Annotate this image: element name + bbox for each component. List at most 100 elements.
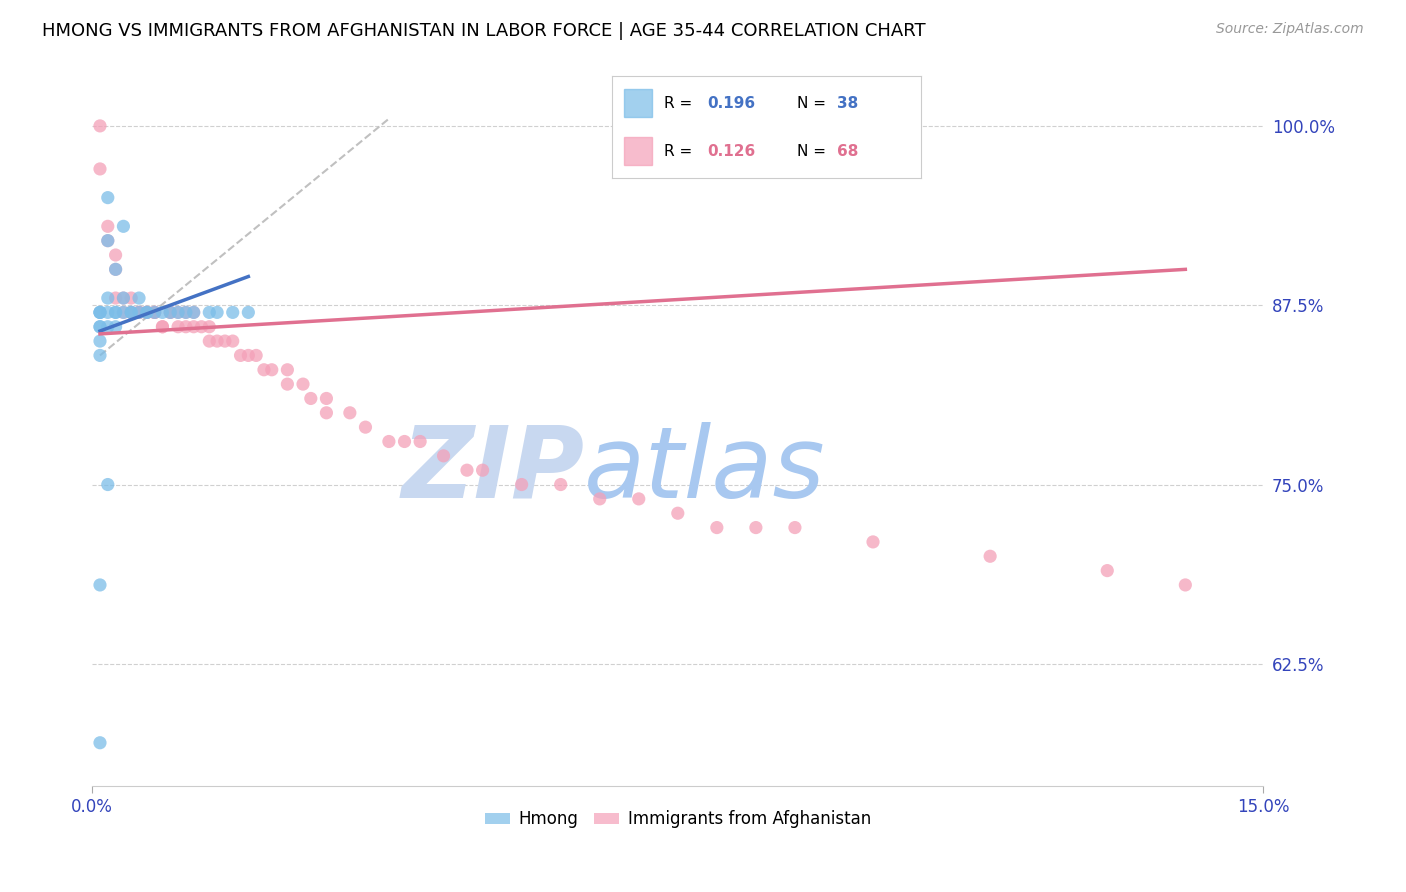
- Text: atlas: atlas: [583, 422, 825, 518]
- Point: [979, 549, 1001, 564]
- Point: [183, 305, 205, 319]
- Point: [97, 234, 120, 248]
- Point: [104, 291, 127, 305]
- Point: [89, 578, 111, 592]
- Text: R =: R =: [664, 95, 697, 111]
- Point: [394, 434, 416, 449]
- Text: HMONG VS IMMIGRANTS FROM AFGHANISTAN IN LABOR FORCE | AGE 35-44 CORRELATION CHAR: HMONG VS IMMIGRANTS FROM AFGHANISTAN IN …: [42, 22, 925, 40]
- Point: [89, 736, 111, 750]
- Point: [135, 305, 157, 319]
- Point: [97, 305, 120, 319]
- Text: ZIP: ZIP: [401, 422, 583, 518]
- Point: [214, 334, 236, 348]
- Point: [292, 377, 315, 392]
- Point: [89, 334, 111, 348]
- Point: [89, 161, 111, 176]
- Point: [378, 434, 401, 449]
- Bar: [624, 137, 652, 165]
- Point: [174, 305, 197, 319]
- Point: [222, 305, 245, 319]
- Point: [432, 449, 454, 463]
- Point: [112, 219, 135, 234]
- Point: [229, 348, 252, 362]
- Point: [339, 406, 361, 420]
- Point: [198, 305, 221, 319]
- Point: [222, 334, 245, 348]
- Point: [666, 506, 689, 520]
- Point: [143, 305, 166, 319]
- Point: [120, 291, 142, 305]
- Point: [174, 319, 197, 334]
- Point: [135, 305, 157, 319]
- Point: [104, 319, 127, 334]
- Point: [112, 291, 135, 305]
- Point: [97, 191, 120, 205]
- Point: [409, 434, 432, 449]
- Point: [183, 305, 205, 319]
- Point: [97, 219, 120, 234]
- Point: [276, 363, 298, 377]
- Point: [120, 305, 142, 319]
- Point: [135, 305, 157, 319]
- Point: [745, 520, 768, 534]
- Point: [104, 248, 127, 262]
- Point: [354, 420, 377, 434]
- Point: [104, 305, 127, 319]
- Point: [253, 363, 276, 377]
- Point: [89, 305, 111, 319]
- Point: [159, 305, 181, 319]
- Point: [97, 319, 120, 334]
- Text: 68: 68: [838, 144, 859, 159]
- Point: [89, 319, 111, 334]
- Point: [128, 291, 150, 305]
- Point: [104, 305, 127, 319]
- Point: [205, 305, 228, 319]
- Text: N =: N =: [797, 144, 831, 159]
- Point: [260, 363, 283, 377]
- Point: [238, 348, 260, 362]
- Point: [143, 305, 166, 319]
- Legend: Hmong, Immigrants from Afghanistan: Hmong, Immigrants from Afghanistan: [478, 804, 877, 835]
- Point: [89, 348, 111, 362]
- Point: [89, 305, 111, 319]
- Point: [589, 491, 612, 506]
- Point: [1174, 578, 1197, 592]
- Point: [152, 319, 174, 334]
- Point: [198, 334, 221, 348]
- Point: [104, 262, 127, 277]
- Point: [112, 291, 135, 305]
- Point: [135, 305, 157, 319]
- Point: [627, 491, 650, 506]
- Point: [152, 319, 174, 334]
- Point: [120, 305, 142, 319]
- Point: [120, 305, 142, 319]
- Point: [245, 348, 267, 362]
- Point: [167, 319, 190, 334]
- Point: [1097, 564, 1119, 578]
- Point: [183, 319, 205, 334]
- Point: [783, 520, 806, 534]
- Point: [159, 305, 181, 319]
- Text: 0.196: 0.196: [707, 95, 755, 111]
- Point: [205, 334, 228, 348]
- Point: [112, 305, 135, 319]
- Point: [97, 234, 120, 248]
- Point: [706, 520, 728, 534]
- Point: [89, 319, 111, 334]
- Point: [143, 305, 166, 319]
- Point: [862, 535, 884, 549]
- Point: [97, 291, 120, 305]
- Point: [112, 305, 135, 319]
- Point: [143, 305, 166, 319]
- Point: [152, 305, 174, 319]
- Point: [238, 305, 260, 319]
- Point: [89, 305, 111, 319]
- Point: [276, 377, 298, 392]
- Point: [456, 463, 478, 477]
- Text: Source: ZipAtlas.com: Source: ZipAtlas.com: [1216, 22, 1364, 37]
- Text: R =: R =: [664, 144, 697, 159]
- Point: [167, 305, 190, 319]
- Point: [128, 305, 150, 319]
- Text: 38: 38: [838, 95, 859, 111]
- Point: [128, 305, 150, 319]
